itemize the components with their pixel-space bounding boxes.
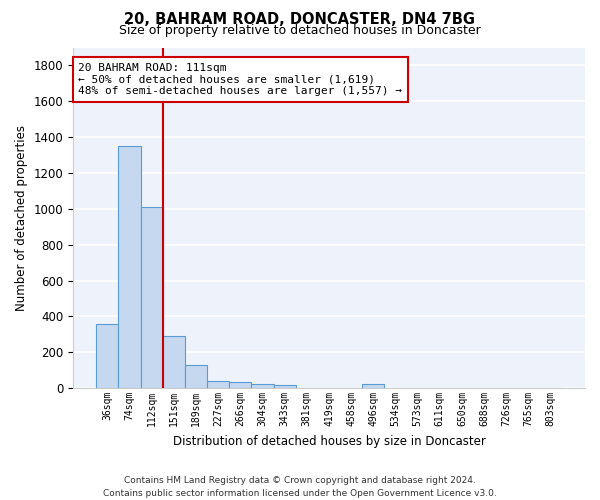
Bar (274, 385, 296, 388)
Text: 20 BAHRAM ROAD: 111sqm
← 50% of detached houses are smaller (1,619)
48% of semi-: 20 BAHRAM ROAD: 111sqm ← 50% of detached… (78, 63, 402, 96)
X-axis label: Distribution of detached houses by size in Doncaster: Distribution of detached houses by size … (173, 434, 485, 448)
Text: Size of property relative to detached houses in Doncaster: Size of property relative to detached ho… (119, 24, 481, 37)
Bar (207, 380, 229, 388)
Bar (362, 384, 385, 388)
Text: Contains HM Land Registry data © Crown copyright and database right 2024.
Contai: Contains HM Land Registry data © Crown c… (103, 476, 497, 498)
Bar (163, 336, 185, 388)
Bar (118, 146, 140, 388)
Bar (229, 382, 251, 388)
Text: 20, BAHRAM ROAD, DONCASTER, DN4 7BG: 20, BAHRAM ROAD, DONCASTER, DN4 7BG (125, 12, 476, 28)
Bar (185, 366, 207, 388)
Bar (140, 207, 163, 388)
Y-axis label: Number of detached properties: Number of detached properties (15, 125, 28, 311)
Bar (96, 324, 118, 388)
Bar (251, 384, 274, 388)
